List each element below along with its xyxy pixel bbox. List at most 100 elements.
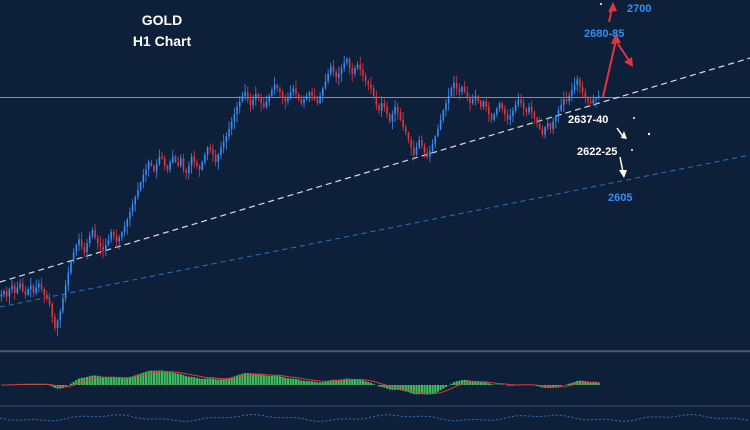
- candle-body: [161, 156, 163, 159]
- candle-body: [255, 93, 257, 100]
- candle-body: [0, 294, 3, 297]
- candle-body: [236, 106, 238, 115]
- candle-body: [233, 114, 236, 122]
- candle-body: [80, 239, 83, 247]
- candle-body: [458, 88, 461, 93]
- level-label-2700: 2700: [627, 3, 651, 15]
- dot-marker: [647, 132, 651, 136]
- candle-body: [595, 97, 597, 100]
- candle-body: [163, 158, 166, 166]
- candle-body: [321, 88, 324, 96]
- candle-body: [188, 165, 190, 174]
- dot-marker: [633, 117, 635, 119]
- trendline-upper: [0, 57, 750, 283]
- candle-body: [546, 123, 549, 128]
- candle-body: [303, 99, 305, 104]
- candle-body: [343, 62, 345, 69]
- candle-body: [504, 108, 506, 115]
- candle-body: [589, 101, 592, 104]
- candle-body: [415, 147, 418, 155]
- candle-body: [209, 147, 212, 150]
- candle-body: [134, 197, 137, 205]
- candle-body: [276, 84, 279, 89]
- candle-body: [509, 116, 512, 120]
- candle-body: [147, 162, 150, 170]
- candle-body: [115, 235, 118, 242]
- candle-body: [405, 127, 407, 133]
- candle-body: [447, 95, 450, 104]
- candle-body: [429, 151, 431, 157]
- candle-body: [13, 285, 16, 293]
- candle-body: [555, 116, 557, 122]
- candle-body: [581, 86, 584, 93]
- candle-body: [201, 162, 204, 170]
- candle-body: [123, 226, 126, 233]
- candle-body: [83, 246, 86, 253]
- candle-body: [246, 92, 249, 100]
- candle-body: [568, 95, 570, 102]
- candle-body: [300, 99, 303, 104]
- candle-body: [466, 92, 469, 98]
- candle-body: [43, 289, 45, 295]
- arrow-up-red-icon: [602, 39, 617, 98]
- candle-body: [552, 121, 554, 129]
- candle-body: [380, 103, 383, 111]
- candle-body: [67, 272, 70, 286]
- candle-body: [204, 154, 206, 163]
- candle-body: [271, 90, 273, 96]
- candle-body: [378, 105, 380, 111]
- candle-body: [174, 156, 177, 163]
- candle-body: [305, 95, 308, 100]
- forecast-arrows: [600, 2, 651, 178]
- candle-body: [423, 145, 426, 153]
- candle-body: [488, 106, 490, 115]
- candle-body: [364, 75, 367, 82]
- candle-body: [241, 95, 244, 102]
- candle-body: [19, 283, 21, 288]
- candle-body: [520, 99, 522, 104]
- candle-body: [5, 291, 8, 297]
- arrow-head-up-red-small-icon: [608, 2, 617, 12]
- candle-body: [94, 230, 96, 238]
- candle-body: [217, 154, 220, 163]
- candle-body: [557, 110, 560, 117]
- candle-body: [171, 156, 174, 163]
- candle-body: [421, 140, 423, 146]
- candle-body: [158, 156, 161, 164]
- candle-body: [391, 114, 394, 122]
- candle-body: [402, 119, 404, 128]
- candle-body: [573, 84, 576, 91]
- candle-body: [56, 320, 59, 328]
- candle-body: [27, 289, 29, 295]
- candle-body: [30, 285, 32, 290]
- candle-body: [212, 149, 214, 155]
- candle-body: [370, 84, 372, 89]
- candle-body: [78, 239, 80, 245]
- candle-body: [565, 99, 568, 102]
- candle-body: [180, 158, 182, 166]
- candle-body: [311, 92, 313, 96]
- candle-body: [592, 99, 595, 104]
- candle-body: [372, 88, 375, 96]
- candle-body: [265, 101, 268, 107]
- candle-body: [289, 92, 292, 98]
- candle-body: [354, 68, 356, 74]
- candle-body: [490, 114, 493, 120]
- candle-body: [522, 103, 525, 109]
- level-label-2622-25: 2622-25: [577, 146, 617, 158]
- candle-body: [48, 298, 51, 304]
- candle-body: [126, 219, 129, 227]
- candle-body: [498, 103, 501, 109]
- level-label-2680-85: 2680-85: [584, 28, 624, 40]
- candle-body: [338, 73, 340, 78]
- arrow-head-white-1-icon: [621, 131, 627, 139]
- candle-body: [155, 163, 158, 172]
- candle-body: [506, 114, 509, 120]
- candle-body: [137, 189, 139, 198]
- candle-body: [113, 232, 115, 236]
- candle-body: [439, 119, 442, 129]
- candle-body: [177, 162, 179, 166]
- candle-body: [206, 147, 209, 155]
- candle-body: [153, 165, 155, 172]
- candle-body: [455, 82, 458, 89]
